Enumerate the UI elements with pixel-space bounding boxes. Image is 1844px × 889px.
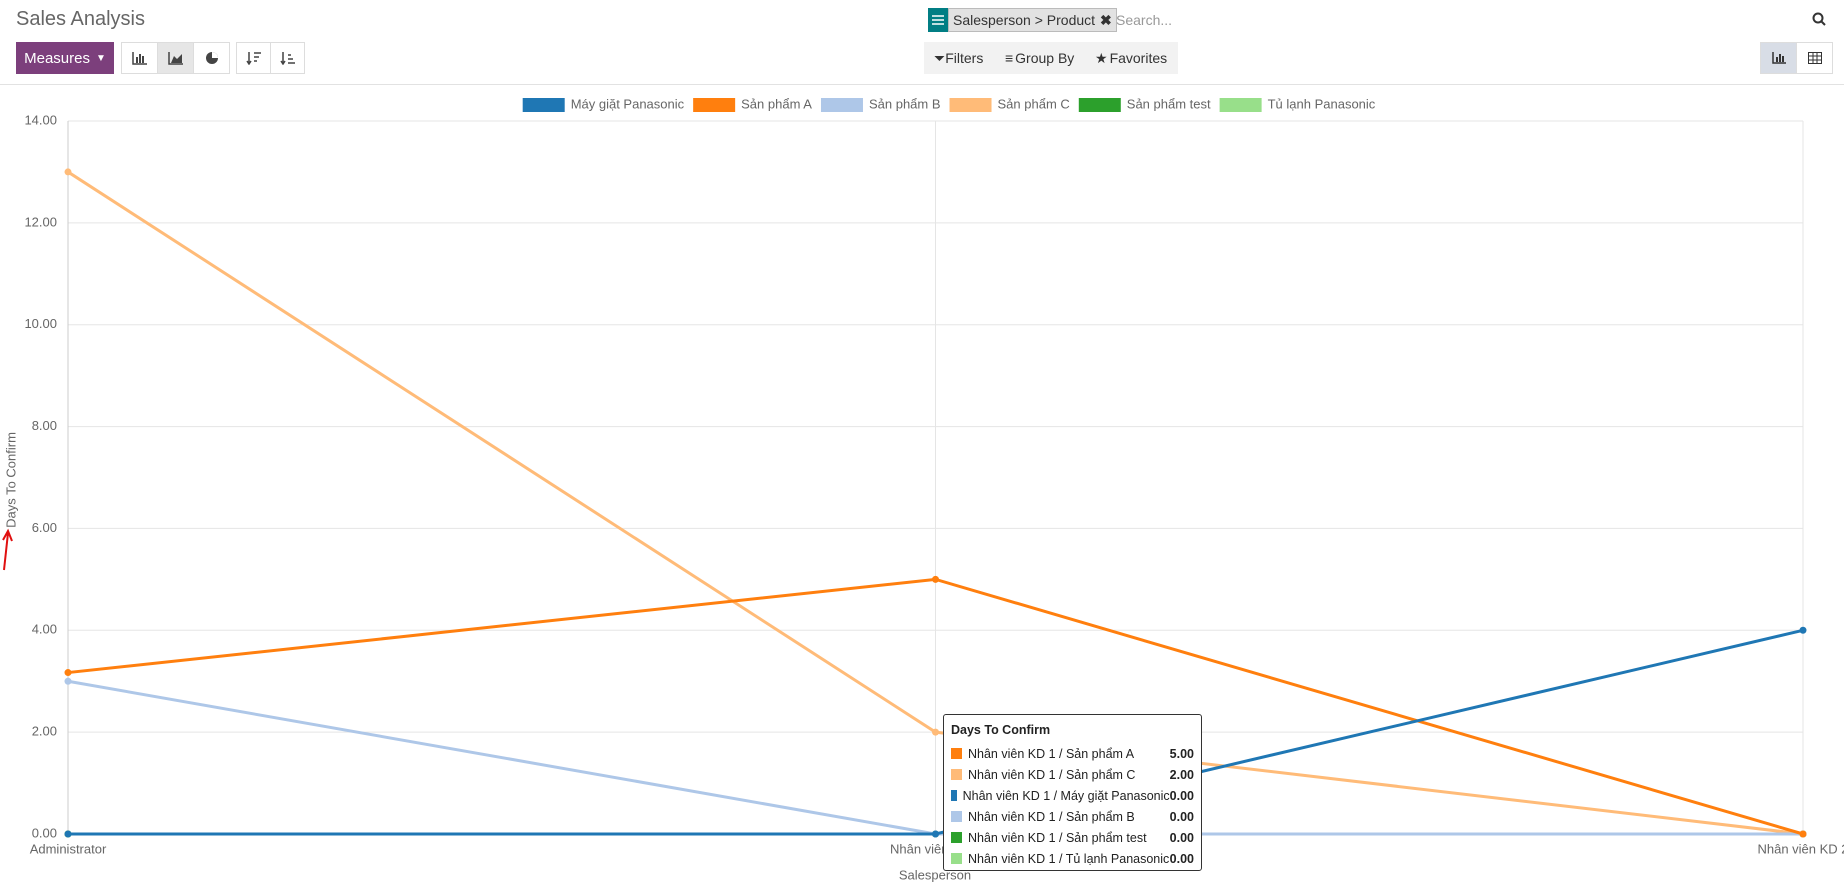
legend-label: Sản phẩm B (869, 96, 941, 111)
tooltip-row: Nhân viên KD 1 / Tủ lạnh Panasonic 0.00 (951, 848, 1194, 869)
y-tick-label: 8.00 (32, 418, 57, 433)
control-panel: Sales Analysis Measures ▼ Salesperson > P… (0, 0, 1844, 85)
legend-swatch (820, 98, 863, 112)
favorites-button[interactable]: ★ Favorites (1095, 50, 1168, 66)
tooltip-label: Nhân viên KD 1 / Sản phẩm A (968, 746, 1135, 761)
data-point (1799, 830, 1807, 838)
caret: ▼ (95, 52, 106, 64)
tooltip-value: 0.00 (1169, 788, 1194, 803)
legend-swatch (1219, 98, 1262, 112)
table-icon (1807, 52, 1822, 64)
y-tick-label: 12.00 (24, 214, 57, 229)
line-chart-button[interactable] (157, 42, 194, 74)
tooltip-title: Days To Confirm (951, 723, 1051, 737)
page-title: Sales Analysis (16, 8, 145, 30)
sort-icon (279, 52, 295, 65)
tooltip-swatch (951, 790, 957, 801)
y-tick-label: 2.00 (32, 724, 57, 739)
search-icon[interactable] (1812, 12, 1826, 26)
pivot-view-button[interactable] (1796, 42, 1833, 74)
data-point (64, 677, 72, 685)
tooltip-swatch (951, 811, 962, 822)
pie-chart-button[interactable] (193, 42, 230, 74)
area-icon (167, 52, 183, 65)
facet-icon (928, 8, 948, 32)
tooltip-label: Nhân viên KD 1 / Máy giặt Panasonic (962, 788, 1170, 803)
data-point (932, 575, 939, 583)
y-tick-label: 6.00 (32, 520, 57, 535)
tooltip-row: Nhân viên KD 1 / Máy giặt Panasonic 0.00 (951, 785, 1194, 806)
data-point (932, 728, 939, 736)
facet-remove[interactable]: ✖ (1100, 11, 1112, 28)
tooltip-label: Nhân viên KD 1 / Sản phẩm test (968, 830, 1147, 845)
legend-label: Sản phẩm C (998, 96, 1070, 111)
facet-label: Salesperson > Product (953, 12, 1096, 28)
y-tick-label: 4.00 (32, 622, 57, 637)
bar-chart-button[interactable] (121, 42, 158, 74)
group-by-label: Group By (1015, 50, 1075, 66)
tooltip-label: Nhân viên KD 1 / Tủ lạnh Panasonic (968, 851, 1170, 866)
x-axis-label: Salesperson (899, 867, 971, 882)
legend-swatch (522, 98, 565, 112)
data-point (1799, 626, 1807, 634)
legend-label: Máy giặt Panasonic (571, 96, 685, 111)
filter-bar (924, 42, 1178, 74)
tooltip-row: Nhân viên KD 1 / Sản phẩm test 0.00 (951, 827, 1194, 848)
tooltip-swatch (951, 832, 962, 843)
pie-icon (205, 52, 218, 64)
tooltip-value: 5.00 (1169, 746, 1194, 761)
list-icon (932, 15, 944, 25)
favorites-label: Favorites (1109, 50, 1168, 66)
tooltip: Days To Confirm Nhân viên KD 1 / Sản phẩ… (943, 714, 1202, 871)
annotation-arrow (2, 528, 13, 571)
search-input[interactable]: Search... (1116, 12, 1173, 28)
tooltip-swatch (951, 748, 962, 759)
x-tick-label: Nhân viên KD 2 (1757, 841, 1844, 856)
data-point (64, 168, 72, 176)
bar-icon (131, 52, 147, 65)
measures-label: Measures (24, 49, 90, 67)
legend-label: Sản phẩm test (1127, 96, 1211, 111)
y-tick-label: 10.00 (24, 316, 57, 331)
legend-swatch (1078, 98, 1121, 112)
data-point (64, 669, 72, 677)
tooltip-value: 0.00 (1169, 809, 1194, 824)
tooltip-value: 0.00 (1169, 851, 1194, 866)
filters-button[interactable]: ⏷Filters (934, 50, 984, 66)
tooltip-row: Nhân viên KD 1 / Sản phẩm B 0.00 (951, 806, 1194, 827)
sort-asc-button[interactable] (270, 42, 305, 74)
chart: Days To Confirm Salesperson 0.00 2.00 4.00… (2, 96, 1844, 882)
x-tick-label: Administrator (30, 841, 107, 856)
data-point (64, 830, 72, 838)
search-facet[interactable]: Salesperson > Product ✖ (948, 8, 1117, 32)
tooltip-value: 2.00 (1169, 767, 1194, 782)
legend-swatch (949, 98, 992, 112)
measures-button[interactable]: Measures ▼ (16, 42, 114, 74)
tooltip-swatch (951, 853, 962, 864)
graph-view-button[interactable] (1760, 42, 1797, 74)
legend-label: Tủ lạnh Panasonic (1268, 96, 1376, 111)
tooltip-label: Nhân viên KD 1 / Sản phẩm B (968, 809, 1135, 824)
tooltip-row: Nhân viên KD 1 / Sản phẩm A 5.00 (951, 743, 1194, 764)
tooltip-value: 0.00 (1169, 830, 1194, 845)
filters-label: Filters (945, 50, 984, 66)
sort-icon (245, 52, 261, 65)
y-tick-label: 14.00 (24, 112, 57, 127)
tooltip-label: Nhân viên KD 1 / Sản phẩm C (968, 767, 1136, 782)
group-by-button[interactable]: ≡ Group By (1005, 50, 1075, 66)
tooltip-swatch (951, 769, 962, 780)
y-axis-label: Days To Confirm (3, 432, 18, 528)
graph-icon (1771, 52, 1786, 64)
legend-label: Sản phẩm A (741, 96, 812, 111)
data-point (932, 830, 939, 838)
y-tick-label: 0.00 (32, 825, 57, 840)
tooltip-row: Nhân viên KD 1 / Sản phẩm C 2.00 (951, 764, 1194, 785)
legend-swatch (693, 98, 736, 112)
sort-desc-button[interactable] (236, 42, 271, 74)
